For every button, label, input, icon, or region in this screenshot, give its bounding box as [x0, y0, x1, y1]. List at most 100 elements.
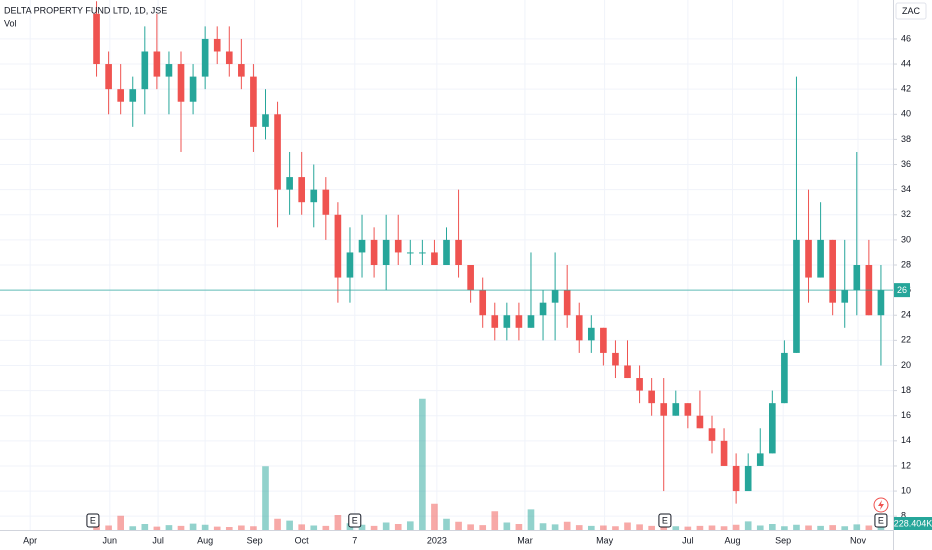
candle-body: [503, 315, 511, 328]
volume-bar: [636, 524, 643, 530]
volume-bar: [696, 525, 704, 530]
candle-body: [636, 378, 643, 391]
candle-body: [250, 76, 257, 127]
dividend-bolt: [878, 500, 884, 510]
volume-bar: [600, 525, 607, 530]
candle-body: [672, 403, 680, 416]
y-tick-label: 38: [901, 134, 911, 144]
volume-bar: [298, 524, 306, 530]
volume-bar: [129, 526, 137, 530]
volume-bar: [382, 522, 390, 530]
volume-bar: [720, 526, 728, 530]
earnings-marker[interactable]: [874, 513, 888, 528]
volume-bar: [479, 525, 487, 530]
candle-body: [334, 214, 342, 278]
earnings-label[interactable]: E: [90, 515, 96, 525]
candle-body: [189, 76, 197, 102]
candle-body: [756, 453, 764, 466]
y-tick-label: 46: [901, 33, 911, 43]
earnings-label[interactable]: E: [352, 515, 358, 525]
earnings-marker[interactable]: [658, 513, 672, 528]
volume-bar: [455, 521, 462, 530]
y-tick-label: 8: [901, 511, 906, 521]
volume-bar: [334, 515, 342, 530]
volume-bar: [829, 525, 836, 530]
candle-body: [406, 252, 414, 254]
candle-body: [358, 239, 366, 253]
volume-bar: [817, 525, 824, 530]
volume-label: Vol: [4, 18, 17, 28]
volume-bar: [431, 503, 438, 530]
candle-body: [286, 177, 293, 190]
volume-bar: [189, 523, 197, 530]
candle-body: [201, 38, 209, 77]
y-tick-label: 16: [901, 410, 911, 420]
volume-bar: [286, 520, 293, 530]
candle-body: [841, 290, 849, 303]
volume-bar: [527, 509, 535, 530]
earnings-label[interactable]: E: [662, 515, 668, 525]
candle-body: [539, 302, 547, 316]
candle-body: [563, 290, 571, 316]
candle-body: [624, 365, 631, 379]
candle-body: [732, 465, 740, 492]
chart-title: DELTA PROPERTY FUND LTD, 1D, JSE: [4, 5, 167, 15]
earnings-marker[interactable]: [86, 513, 100, 528]
currency[interactable]: ZAC: [902, 6, 921, 16]
x-tick-label: Sep: [247, 535, 263, 545]
volume-bar: [467, 524, 474, 530]
candle-body: [612, 352, 619, 366]
candle-body: [274, 114, 281, 190]
volume-bar: [853, 524, 861, 530]
candle-body: [153, 51, 161, 77]
volume-bar: [322, 525, 330, 530]
candle-body: [165, 64, 173, 77]
candle-body: [382, 239, 390, 265]
volume-bar: [201, 524, 209, 530]
volume-bar: [177, 525, 185, 530]
currency-box[interactable]: [895, 2, 927, 20]
candle-body: [551, 290, 559, 303]
x-tick-label: Jul: [152, 535, 164, 545]
volume-bar: [805, 525, 812, 530]
volume-bar: [358, 524, 366, 530]
y-tick-label: 14: [901, 435, 911, 445]
y-tick-label: 32: [901, 209, 911, 219]
candle-body: [720, 440, 728, 466]
x-tick-label: Sep: [775, 535, 791, 545]
volume-bar: [660, 525, 668, 530]
candle-body: [322, 189, 330, 215]
earnings-label[interactable]: E: [878, 515, 884, 525]
candle-body: [696, 415, 704, 429]
y-tick-label: 36: [901, 159, 911, 169]
volume-bar: [515, 524, 523, 530]
volume-bar: [648, 525, 655, 530]
volume-bar: [419, 398, 426, 530]
volume-bar: [672, 526, 680, 530]
candle-body: [129, 89, 137, 102]
volume-bar: [165, 525, 173, 530]
y-tick-label: 40: [901, 109, 911, 119]
x-tick-label: Oct: [295, 535, 310, 545]
volume-bar: [575, 525, 583, 530]
volume-bar: [539, 523, 547, 530]
volume-bar: [587, 525, 595, 530]
volume-bar: [141, 524, 149, 530]
candle-body: [781, 352, 788, 404]
earnings-marker[interactable]: [348, 513, 362, 528]
volume-bar: [756, 525, 764, 530]
last-price-label: 26: [897, 285, 907, 295]
grid: [0, 0, 893, 530]
x-tick-label: Aug: [197, 535, 213, 545]
candle-body: [491, 315, 499, 328]
candle-body: [370, 239, 378, 265]
volume-bar: [370, 525, 378, 530]
y-tick-label: 10: [901, 485, 911, 495]
y-tick-label: 12: [901, 460, 911, 470]
candle-body: [793, 239, 800, 353]
volume-bar: [443, 518, 450, 530]
y-tick-label: 42: [901, 84, 911, 94]
volume-bar: [406, 521, 414, 530]
volume-bar: [563, 521, 571, 530]
x-tick-label: Jun: [103, 535, 118, 545]
